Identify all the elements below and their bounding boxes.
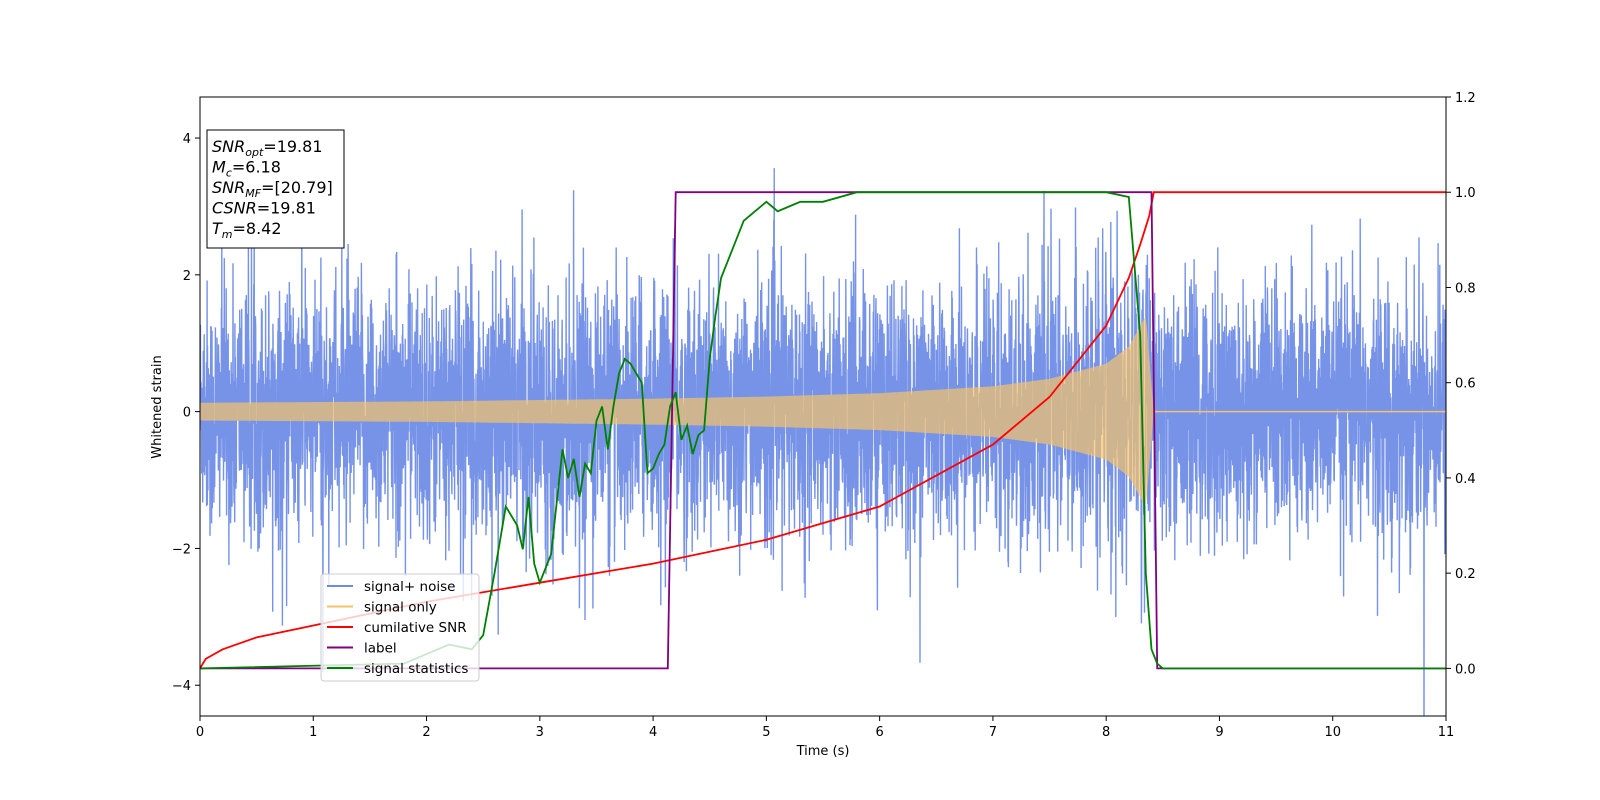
- annotation-line: Mc=6.18: [212, 158, 281, 180]
- annotation-line: SNRMF=[20.79]: [212, 178, 333, 200]
- y-axis-label: Whitened strain: [150, 355, 165, 458]
- x-axis-label: Time (s): [796, 744, 850, 759]
- legend-item: signal statistics: [364, 661, 468, 677]
- x-tick-label: 9: [1215, 725, 1223, 740]
- y-tick-label: −4: [172, 679, 191, 694]
- y2-tick-label: 1.2: [1455, 91, 1476, 106]
- y2-tick-label: 0.0: [1455, 662, 1476, 677]
- y-tick-label: 4: [183, 132, 191, 147]
- legend-frame: [320, 573, 480, 682]
- plot-frame: [199, 96, 1447, 717]
- x-tick-label: 1: [309, 725, 317, 740]
- legend-item: cumilative SNR: [364, 620, 467, 636]
- series-cumulative-snr: [200, 191, 1446, 669]
- y-tick-label: −2: [172, 542, 191, 557]
- y2-tick-label: 1.0: [1455, 186, 1476, 201]
- annotation-line: Tm=8.42: [212, 219, 282, 241]
- y-axis-right: 0.0 0.2 0.4 0.6 0.8 1.0 1.2: [1446, 91, 1476, 677]
- annotation-box: SNRopt=19.81Mc=6.18SNRMF=[20.79]CSNR=19.…: [206, 129, 345, 249]
- series-signal-statistics: [200, 191, 1446, 670]
- series-layer: [200, 168, 1446, 716]
- x-tick-label: 3: [536, 725, 544, 740]
- y2-tick-label: 0.6: [1455, 377, 1476, 392]
- x-tick-label: 11: [1438, 725, 1455, 740]
- legend-item: label: [364, 641, 397, 657]
- y-tick-label: 2: [183, 269, 191, 284]
- x-tick-label: 6: [875, 725, 883, 740]
- series-signal-noise: [200, 168, 1446, 716]
- series-signal-only-band: [200, 316, 1154, 507]
- x-tick-label: 5: [762, 725, 770, 740]
- y2-tick-label: 0.4: [1455, 472, 1476, 487]
- x-tick-label: 10: [1324, 725, 1341, 740]
- y-axis-left: −4 −2 0 2 4: [172, 132, 200, 694]
- x-tick-label: 8: [1102, 725, 1110, 740]
- x-tick-label: 4: [649, 725, 657, 740]
- annotation-line: CSNR=19.81: [212, 199, 316, 218]
- annotation-frame: [206, 129, 345, 249]
- x-tick-label: 7: [989, 725, 997, 740]
- annotation-line: SNRopt=19.81: [212, 137, 323, 159]
- y2-tick-label: 0.8: [1455, 281, 1476, 296]
- x-tick-label: 0: [196, 725, 204, 740]
- legend-item: signal only: [364, 600, 437, 616]
- legend: signal+ noise signal only cumilative SNR la…: [320, 573, 480, 682]
- y-tick-label: 0: [183, 406, 191, 421]
- legend-item: signal+ noise: [364, 579, 455, 595]
- x-axis: 0 1 2 3 4 5 6 7 8 9 10 11: [196, 716, 1454, 740]
- x-tick-label: 2: [422, 725, 430, 740]
- y2-tick-label: 0.2: [1455, 567, 1476, 582]
